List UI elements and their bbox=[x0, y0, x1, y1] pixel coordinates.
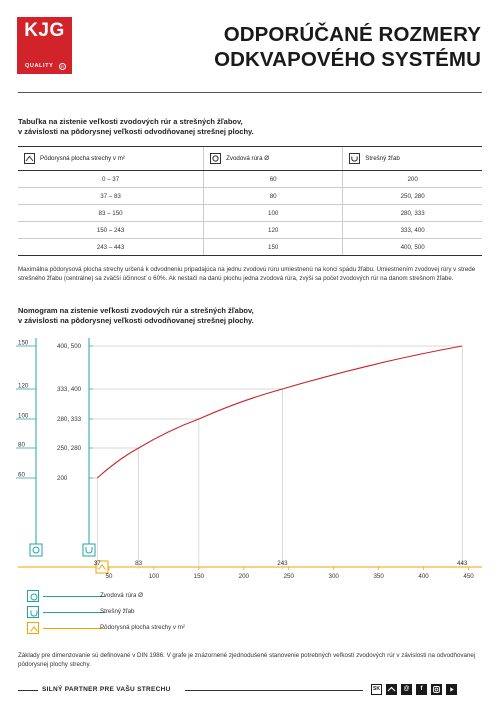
gutter-tick-label: 280, 333 bbox=[57, 416, 82, 423]
nomogram-chart: 150 400, 500 120 333, 400 100 280, 333 80 250, … bbox=[16, 338, 482, 580]
footer-slogan: SILNÝ PARTNER PRE VAŠU STRECHU bbox=[42, 686, 171, 693]
area-axis-icon bbox=[95, 560, 109, 574]
table-cell-area: 37 – 83 bbox=[18, 187, 204, 205]
gutter-tick-label: 250, 280 bbox=[57, 445, 82, 452]
x-tick-label: 300 bbox=[329, 573, 340, 580]
gutter-icon bbox=[85, 547, 93, 554]
downpipe-icon bbox=[27, 590, 39, 602]
breakpoint-label: 243 bbox=[277, 560, 288, 567]
table-cell-downpipe: 150 bbox=[203, 238, 343, 256]
legend-label: Strešný žľab bbox=[100, 608, 135, 615]
gutter-tick-label: 333, 400 bbox=[57, 386, 82, 393]
x-tick-label: 400 bbox=[418, 573, 429, 580]
table-cell-downpipe: 60 bbox=[203, 170, 343, 188]
logo-brand: KJG bbox=[24, 20, 65, 41]
header-roof-area: Pôdorysná plocha strechy v m² bbox=[18, 146, 204, 171]
legend-label: Pôdorysná plocha strechy v m² bbox=[100, 624, 185, 631]
table-row: 150 – 243 120 333, 400 bbox=[18, 221, 482, 239]
nomogram-curve bbox=[96, 345, 463, 479]
table-row: 37 – 83 80 250, 280 bbox=[18, 187, 482, 205]
table-cell-area: 150 – 243 bbox=[18, 221, 204, 239]
web-icon[interactable] bbox=[386, 684, 397, 695]
downpipe-tick-label: 120 bbox=[18, 383, 29, 390]
table-cell-gutter: 200 bbox=[342, 170, 482, 188]
breakpoint-label: 37 bbox=[94, 560, 101, 567]
downpipe-tick-label: 60 bbox=[18, 472, 25, 479]
x-tick-label: 200 bbox=[239, 573, 250, 580]
header-downpipe-label: Zvodová rúra Ø bbox=[226, 155, 270, 162]
legend-label: Zvodová rúra Ø bbox=[100, 592, 143, 599]
logo-tagline: QUALITY bbox=[25, 63, 54, 69]
instagram-icon[interactable] bbox=[431, 684, 442, 695]
gutter-tick-label: 400, 500 bbox=[57, 343, 82, 350]
x-tick-label: 100 bbox=[149, 573, 160, 580]
table-row: 0 – 37 60 200 bbox=[18, 170, 482, 188]
roof-area-icon bbox=[27, 622, 39, 634]
kjg-logo: KJG QUALITY R bbox=[17, 17, 72, 74]
legend-line bbox=[43, 612, 105, 613]
x-tick-label: 250 bbox=[284, 573, 295, 580]
nomogram-title: Nomogram na zistenie veľkosti zvodových … bbox=[18, 306, 254, 326]
facebook-icon[interactable]: f bbox=[416, 684, 427, 695]
legend-line bbox=[43, 596, 105, 597]
breakpoint-label: 83 bbox=[135, 560, 142, 567]
din-note: Základy pre dimenzovanie sú definované v… bbox=[18, 652, 476, 668]
gutter-tick-label: 200 bbox=[57, 475, 68, 482]
nomogram-title-line1: Nomogram na zistenie veľkosti zvodových … bbox=[18, 306, 254, 315]
x-tick-label: 350 bbox=[373, 573, 384, 580]
table-row: 243 – 443 150 400, 500 bbox=[18, 238, 482, 256]
registered-icon: R bbox=[59, 63, 66, 70]
footer-divider-right bbox=[185, 690, 363, 691]
x-tick-label: 450 bbox=[463, 573, 474, 580]
mail-icon[interactable]: @ bbox=[401, 684, 412, 695]
youtube-icon[interactable] bbox=[446, 684, 457, 695]
table-cell-gutter: 400, 500 bbox=[342, 238, 482, 256]
table-cell-area: 243 – 443 bbox=[18, 238, 204, 256]
table-cell-area: 0 – 37 bbox=[18, 170, 204, 188]
table-cell-downpipe: 100 bbox=[203, 204, 343, 222]
page-title-line1: ODPORÚČANÉ ROZMERY bbox=[223, 23, 481, 46]
table-intro: Tabuľka na zistenie veľkosti zvodových r… bbox=[18, 117, 254, 137]
table-cell-gutter: 280, 333 bbox=[342, 204, 482, 222]
table-intro-line2: v závislosti na pôdorysnej veľkosti odvo… bbox=[18, 127, 254, 136]
downpipe-tick-label: 150 bbox=[18, 340, 29, 347]
roof-area-icon bbox=[24, 153, 35, 164]
dimension-table: Pôdorysná plocha strechy v m² Zvodová rú… bbox=[18, 146, 482, 256]
table-header-row: Pôdorysná plocha strechy v m² Zvodová rú… bbox=[18, 146, 482, 171]
x-tick-label: 50 bbox=[106, 573, 113, 580]
legend-line bbox=[43, 628, 105, 629]
language-badge[interactable]: SK bbox=[371, 684, 382, 695]
gutter-axis-icon bbox=[82, 543, 96, 557]
table-cell-gutter: 333, 400 bbox=[342, 221, 482, 239]
nomogram-title-line2: v závislosti na pôdorysnej veľkosti odvo… bbox=[18, 316, 254, 325]
downpipe-tick-label: 80 bbox=[18, 442, 25, 449]
roof-area-icon bbox=[98, 564, 106, 570]
page-title: ODPORÚČANÉ ROZMERY ODKVAPOVÉHO SYSTÉMU bbox=[214, 22, 481, 72]
downpipe-tick-label: 100 bbox=[18, 413, 29, 420]
header-downpipe: Zvodová rúra Ø bbox=[203, 146, 343, 171]
table-note: Maximálna pôdorysová plocha strechy urče… bbox=[18, 266, 476, 282]
header-gutter: Strešný žľab bbox=[342, 146, 482, 171]
header-roof-area-label: Pôdorysná plocha strechy v m² bbox=[40, 155, 125, 162]
downpipe-icon bbox=[210, 153, 222, 164]
table-cell-area: 83 – 150 bbox=[18, 204, 204, 222]
table-cell-downpipe: 80 bbox=[203, 187, 343, 205]
header-divider bbox=[18, 92, 482, 93]
gutter-icon bbox=[349, 153, 361, 164]
x-tick-label: 150 bbox=[194, 573, 205, 580]
downpipe-axis-icon bbox=[29, 543, 43, 557]
breakpoint-label: 443 bbox=[457, 560, 468, 567]
table-cell-gutter: 250, 280 bbox=[342, 187, 482, 205]
table-intro-line1: Tabuľka na zistenie veľkosti zvodových r… bbox=[18, 117, 243, 126]
table-cell-downpipe: 120 bbox=[203, 221, 343, 239]
footer-divider-left bbox=[18, 690, 38, 691]
page-title-line2: ODKVAPOVÉHO SYSTÉMU bbox=[214, 48, 481, 71]
downpipe-icon bbox=[32, 546, 40, 554]
table-row: 83 – 150 100 280, 333 bbox=[18, 204, 482, 222]
header-gutter-label: Strešný žľab bbox=[365, 155, 400, 162]
gutter-icon bbox=[27, 606, 39, 618]
